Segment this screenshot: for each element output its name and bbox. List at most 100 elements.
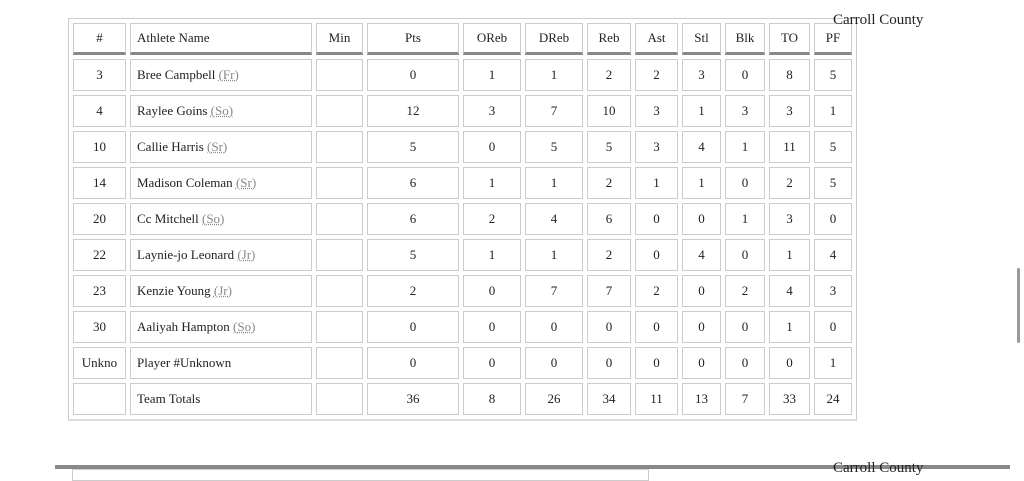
cell: 3 <box>463 95 521 127</box>
cell: 1 <box>525 167 583 199</box>
table-row: 30 Aaliyah Hampton (So) 0 0 0 0 0 0 0 1 0 <box>73 311 852 343</box>
athlete-name: Bree Campbell <box>137 67 215 82</box>
cell: 14 <box>73 167 126 199</box>
table-row: 10 Callie Harris (Sr) 5 0 5 5 3 4 1 11 5 <box>73 131 852 163</box>
next-table <box>72 469 649 481</box>
cell: 3 <box>725 95 765 127</box>
cell: 4 <box>682 131 721 163</box>
cell <box>316 203 363 235</box>
cell: 0 <box>463 347 521 379</box>
cell: 1 <box>463 167 521 199</box>
cell: 0 <box>725 59 765 91</box>
cell: 1 <box>769 311 810 343</box>
cell <box>316 59 363 91</box>
cell: 5 <box>814 59 852 91</box>
cell: 11 <box>769 131 810 163</box>
athlete-name-cell: Kenzie Young (Jr) <box>130 275 312 307</box>
cell: 5 <box>367 131 459 163</box>
cell: 6 <box>367 167 459 199</box>
cell: 4 <box>814 239 852 271</box>
cell <box>316 275 363 307</box>
column-header: # <box>73 23 126 55</box>
cell: 7 <box>587 275 631 307</box>
cell: Unkno <box>73 347 126 379</box>
cell: 0 <box>635 239 678 271</box>
cell: 1 <box>814 347 852 379</box>
cell: 6 <box>367 203 459 235</box>
table-row: 3 Bree Campbell (Fr) 0 1 1 2 2 3 0 8 5 <box>73 59 852 91</box>
column-header: Min <box>316 23 363 55</box>
cell: 0 <box>463 131 521 163</box>
cell: 3 <box>769 95 810 127</box>
cell: 1 <box>463 59 521 91</box>
cell: 22 <box>73 239 126 271</box>
cell: 10 <box>73 131 126 163</box>
cell: 4 <box>525 203 583 235</box>
athlete-name: Team Totals <box>137 391 200 406</box>
table-row: 14 Madison Coleman (Sr) 6 1 1 2 1 1 0 2 5 <box>73 167 852 199</box>
cell: 1 <box>682 167 721 199</box>
cell: 5 <box>367 239 459 271</box>
athlete-name-cell: Raylee Goins (So) <box>130 95 312 127</box>
cell: 0 <box>587 347 631 379</box>
table-row: 4 Raylee Goins (So) 12 3 7 10 3 1 3 3 1 <box>73 95 852 127</box>
cell: 12 <box>367 95 459 127</box>
cell: 0 <box>635 347 678 379</box>
cell: 0 <box>682 311 721 343</box>
class-year-abbr: (Jr) <box>214 283 232 298</box>
athlete-name-cell: Bree Campbell (Fr) <box>130 59 312 91</box>
cell: 0 <box>367 347 459 379</box>
cell <box>316 347 363 379</box>
class-year-abbr: (Fr) <box>219 67 239 82</box>
cell: 1 <box>463 239 521 271</box>
athlete-name: Laynie-jo Leonard <box>137 247 234 262</box>
table-row: 20 Cc Mitchell (So) 6 2 4 6 0 0 1 3 0 <box>73 203 852 235</box>
cell: 7 <box>725 383 765 415</box>
athlete-name-cell: Team Totals <box>130 383 312 415</box>
cell: 5 <box>814 167 852 199</box>
column-header: Reb <box>587 23 631 55</box>
cell: 0 <box>463 311 521 343</box>
cell: 1 <box>635 167 678 199</box>
cell: 33 <box>769 383 810 415</box>
cell: 5 <box>814 131 852 163</box>
cell: 13 <box>682 383 721 415</box>
column-header: Pts <box>367 23 459 55</box>
cell: 3 <box>814 275 852 307</box>
cell: 1 <box>525 59 583 91</box>
cell: 3 <box>635 95 678 127</box>
column-header: Ast <box>635 23 678 55</box>
cell: 3 <box>769 203 810 235</box>
cell <box>316 383 363 415</box>
cell: 0 <box>463 275 521 307</box>
class-year-abbr: (So) <box>202 211 224 226</box>
cell <box>316 239 363 271</box>
cell: 36 <box>367 383 459 415</box>
athlete-name: Kenzie Young <box>137 283 211 298</box>
cell: 34 <box>587 383 631 415</box>
athlete-name-cell: Aaliyah Hampton (So) <box>130 311 312 343</box>
cell: 1 <box>769 239 810 271</box>
cell: 1 <box>725 203 765 235</box>
cell: 8 <box>769 59 810 91</box>
class-year-abbr: (So) <box>211 103 233 118</box>
cell: 2 <box>635 275 678 307</box>
column-header: Stl <box>682 23 721 55</box>
cell <box>73 383 126 415</box>
cell: 5 <box>525 131 583 163</box>
scrollbar[interactable] <box>1017 268 1020 343</box>
class-year-abbr: (So) <box>233 319 255 334</box>
cell: 11 <box>635 383 678 415</box>
athlete-name: Raylee Goins <box>137 103 207 118</box>
cell: 5 <box>587 131 631 163</box>
cell: 0 <box>635 311 678 343</box>
cell: 6 <box>587 203 631 235</box>
cell <box>316 131 363 163</box>
box-score-table-container: # Athlete Name Min Pts OReb DReb Reb Ast Stl Blk T… <box>68 18 857 421</box>
cell: 30 <box>73 311 126 343</box>
cell: 2 <box>587 167 631 199</box>
cell: 24 <box>814 383 852 415</box>
next-team-name: Carroll County <box>833 460 923 477</box>
table-row: Unkno Player #Unknown 0 0 0 0 0 0 0 0 1 <box>73 347 852 379</box>
athlete-name: Callie Harris <box>137 139 204 154</box>
